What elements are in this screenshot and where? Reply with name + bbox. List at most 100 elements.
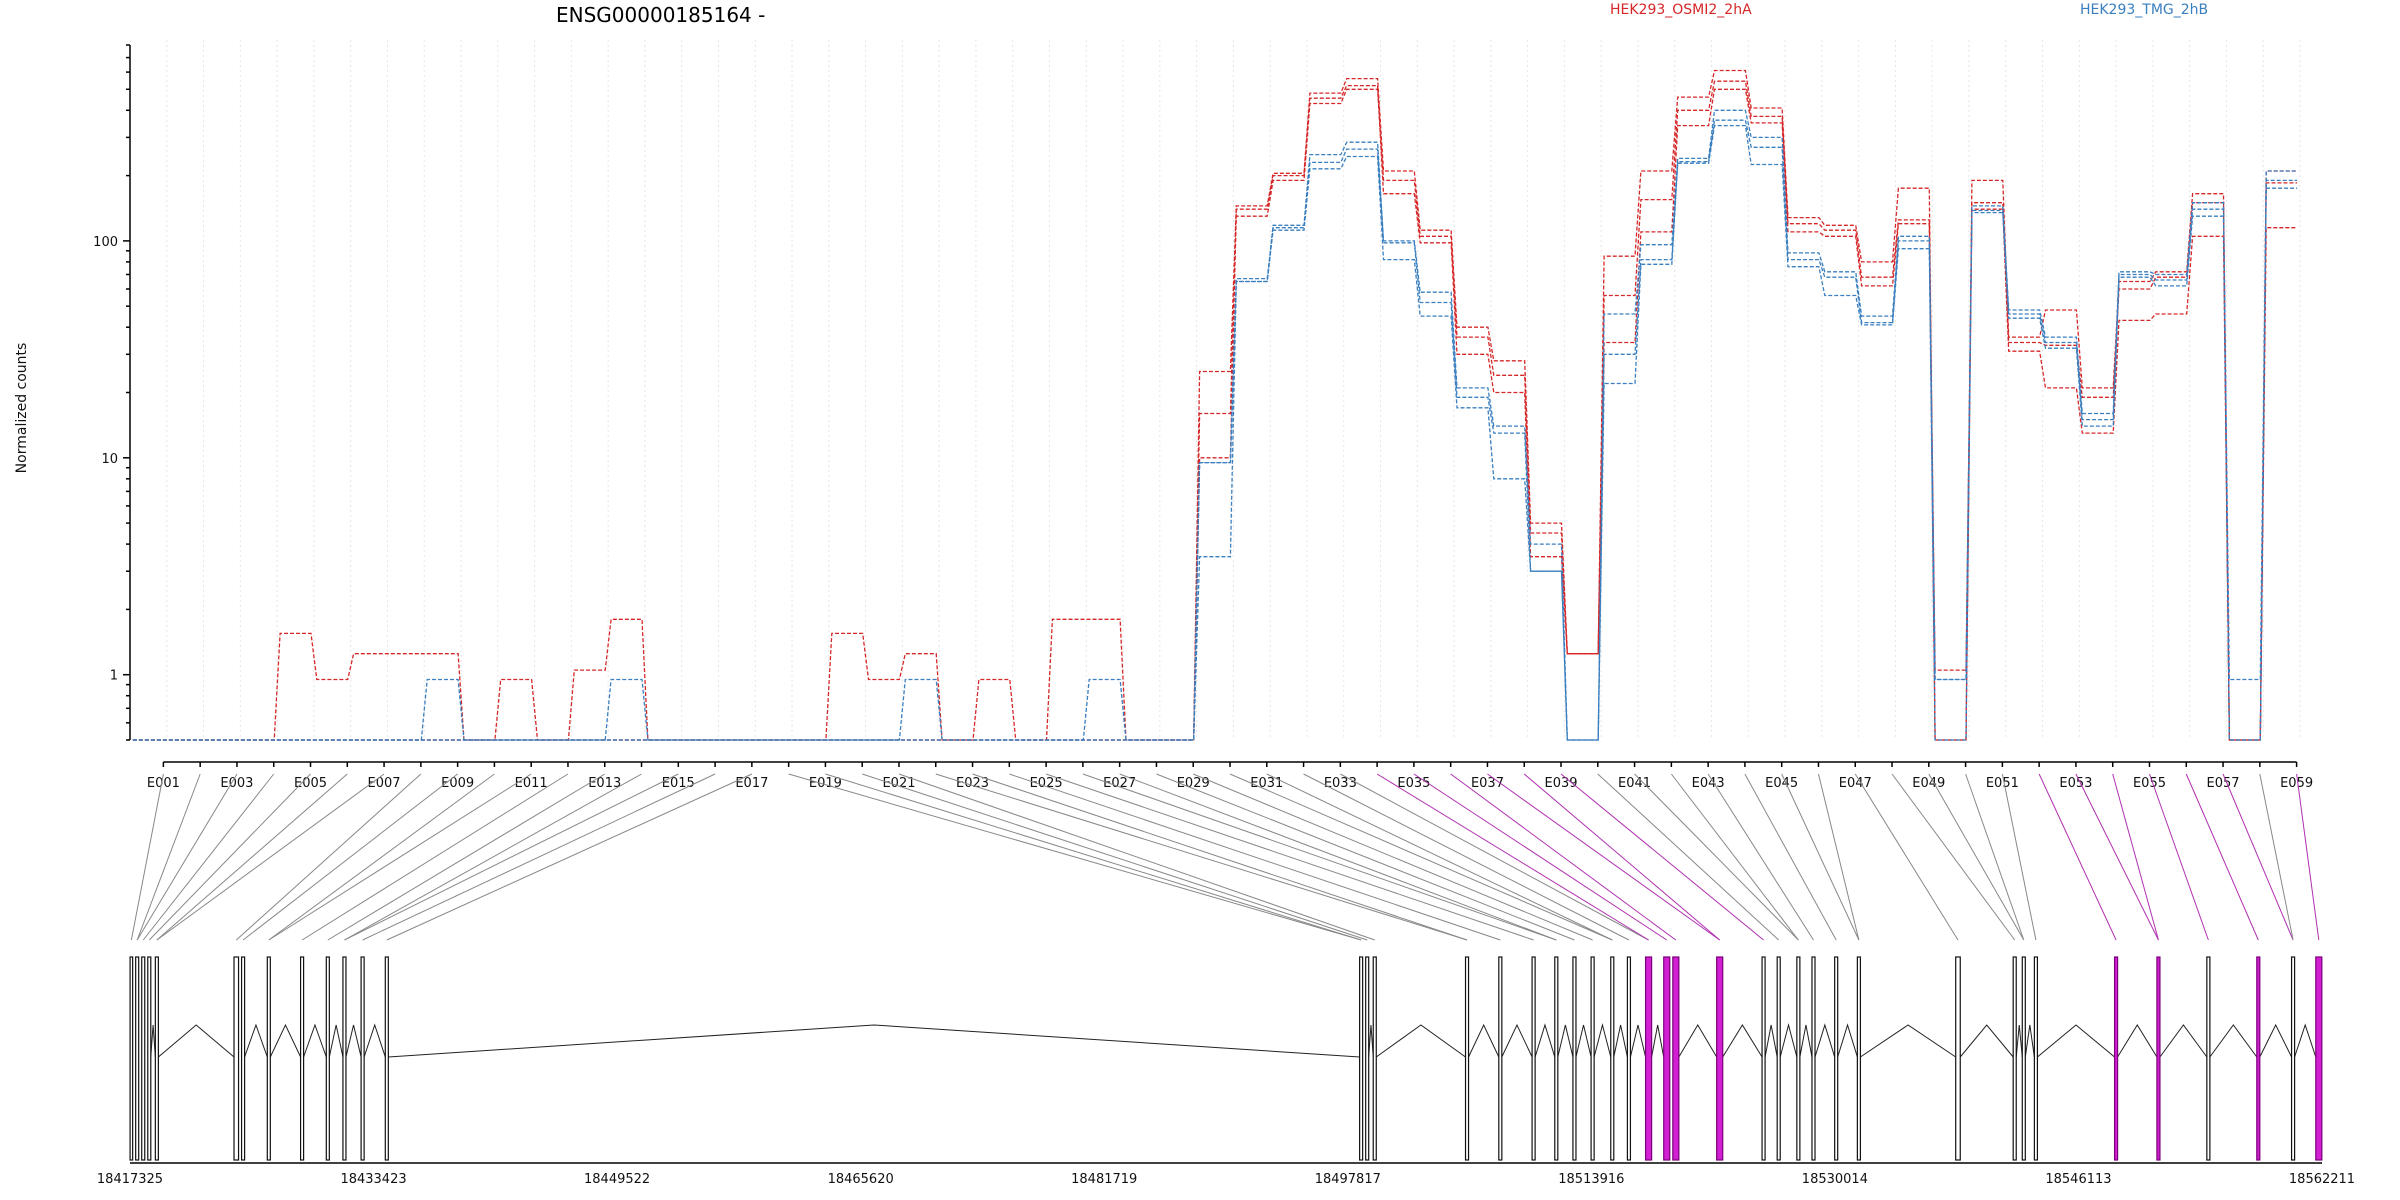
intron [1534, 1023, 1556, 1058]
exon-box [1761, 956, 1766, 1161]
exon-connector [268, 773, 495, 941]
exon-box [360, 956, 365, 1161]
exon-box [2256, 956, 2261, 1161]
intron [158, 1024, 235, 1058]
exon-connector [1487, 773, 1720, 941]
intron [1814, 1023, 1836, 1058]
exon-connector [1229, 773, 1613, 941]
x-tick-label: E009 [441, 776, 474, 791]
intron [1557, 1024, 1574, 1058]
genomic-tick-label: 18546113 [2045, 1172, 2111, 1187]
intron [1575, 1024, 1592, 1058]
x-tick-label: E037 [1471, 776, 1504, 791]
exon-connector [972, 773, 1468, 941]
genomic-tick-label: 18417325 [97, 1172, 163, 1187]
exon-connector [2112, 773, 2159, 941]
exon-box [1610, 956, 1615, 1161]
intron [269, 1023, 302, 1058]
intron [1613, 1024, 1628, 1058]
exon-box [147, 956, 152, 1161]
exon-connector [2038, 773, 2117, 941]
genomic-tick-label: 18513916 [1558, 1172, 1624, 1187]
exon-connector [1523, 773, 1721, 941]
exon-box [1365, 956, 1370, 1161]
exon-connector [1670, 773, 1799, 941]
intron [150, 1024, 156, 1058]
exon-box [1955, 956, 1961, 1161]
intron [1501, 1023, 1533, 1058]
exon-box [1856, 956, 1861, 1161]
x-tick-label: E007 [368, 776, 401, 791]
exon-connector [156, 773, 385, 941]
exon-connector [1376, 773, 1649, 941]
series-lines [132, 69, 2298, 741]
exon-connector [862, 773, 1368, 941]
intron [1651, 1024, 1665, 1058]
x-tick-label: E003 [220, 776, 253, 791]
chart-title: ENSG00000185164 - [556, 3, 765, 27]
exon-box [1498, 956, 1503, 1161]
exon-box [325, 956, 330, 1161]
x-tick-label: E023 [956, 776, 989, 791]
y-tick-label: 100 [93, 235, 118, 250]
x-tick-label: E027 [1103, 776, 1136, 791]
intron [2209, 1024, 2258, 1058]
exon-box [2156, 956, 2161, 1161]
genomic-tick-label: 18433423 [340, 1172, 406, 1187]
x-tick-label: E043 [1692, 776, 1725, 791]
x-tick-label: E045 [1765, 776, 1798, 791]
exon-box [1716, 956, 1724, 1161]
exon-connector [1303, 773, 1630, 941]
x-tick-label: E053 [2059, 776, 2092, 791]
exon-box [2290, 956, 2296, 1161]
exon-connector [1450, 773, 1677, 941]
exon-connector [2149, 773, 2209, 941]
exon-box [2113, 956, 2119, 1161]
exon-box [2012, 956, 2017, 1161]
intron [2259, 1023, 2293, 1058]
exon-box [1359, 956, 1364, 1161]
intron [1959, 1024, 2014, 1058]
intron [363, 1023, 386, 1058]
x-tick-label: E031 [1250, 776, 1283, 791]
exon-connector [1707, 773, 1814, 941]
exon-connector [142, 773, 275, 941]
exon-connector [1156, 773, 1575, 941]
intron [1860, 1024, 1956, 1058]
exon-connectors [130, 773, 2320, 941]
exon-connector [1119, 773, 1557, 941]
exon-box [240, 956, 246, 1161]
exon-connector [1413, 773, 1668, 941]
exon-connector [1744, 773, 1837, 941]
exon-box [2033, 956, 2039, 1161]
exon-connector [825, 773, 1362, 941]
x-tick-label: E011 [515, 776, 548, 791]
exon-connector [1560, 773, 1764, 941]
legend-entry-tmg: HEK293_TMG_2hB [2080, 2, 2208, 18]
exon-connector [898, 773, 1375, 941]
exon-box [1572, 956, 1577, 1161]
grid-lines [129, 40, 2301, 740]
intron [2117, 1024, 2158, 1058]
exon-box [1811, 956, 1816, 1161]
exon-box [1663, 956, 1671, 1161]
exon-box [1776, 956, 1781, 1161]
exon-connector [1193, 773, 1593, 941]
genomic-tick-label: 18562211 [2289, 1172, 2355, 1187]
exon-connector [1634, 773, 1799, 941]
x-tick-label: E021 [882, 776, 915, 791]
exon-connector [1781, 773, 1860, 941]
genomic-coordinate-axis: 18417325 18433423 18449522 18465620 18481719… [97, 1162, 2355, 1187]
intron [303, 1023, 327, 1058]
exon-box [2206, 956, 2211, 1161]
x-tick-label: E035 [1397, 776, 1430, 791]
genomic-tick-label: 18497817 [1315, 1172, 1381, 1187]
x-tick-label: E013 [588, 776, 621, 791]
x-tick-label: E017 [735, 776, 768, 791]
exon-box [1531, 956, 1536, 1161]
exon-connector [1928, 773, 2025, 941]
exon-box [1626, 956, 1632, 1161]
genomic-tick-label: 18449522 [584, 1172, 650, 1187]
intron [1764, 1024, 1778, 1058]
